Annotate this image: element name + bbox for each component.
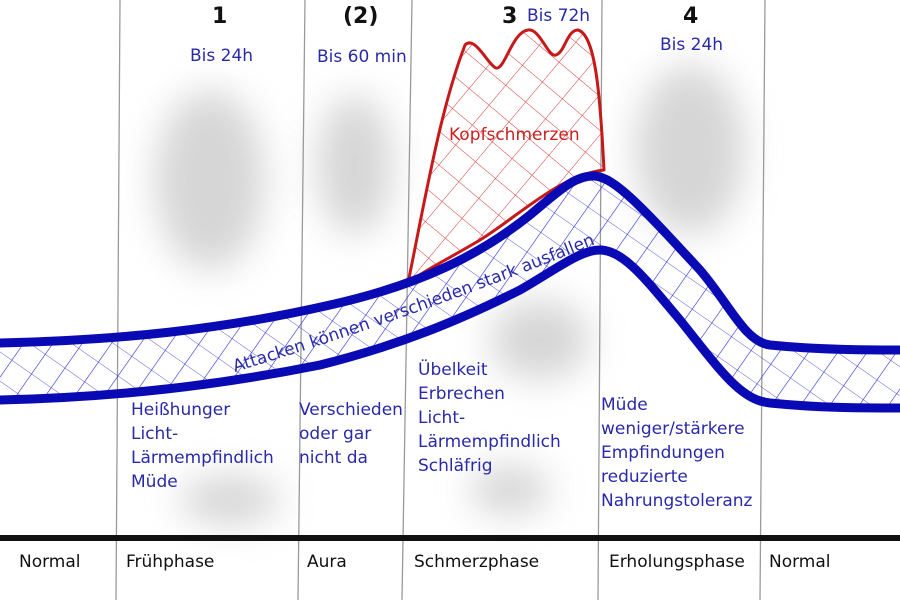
symptom-line: oder gar bbox=[299, 424, 372, 444]
symptom-line: Licht- bbox=[418, 408, 466, 428]
symptom-line: reduzierte bbox=[601, 467, 688, 487]
band-upper-edge bbox=[0, 171, 900, 355]
symptom-line: Heißhunger bbox=[131, 400, 231, 420]
phase-number-2: (2) bbox=[343, 4, 379, 29]
background-blobs bbox=[155, 65, 745, 525]
symptom-line: Lärmempfindlich bbox=[418, 432, 561, 452]
symptom-line: Müde bbox=[131, 472, 178, 492]
symptoms-phase-2: Verschieden oder gar nicht da bbox=[299, 398, 403, 470]
symptom-line: Erbrechen bbox=[418, 384, 505, 404]
symptom-line: Müde bbox=[601, 395, 648, 415]
phase-name-normal-end: Normal bbox=[769, 552, 831, 572]
headache-label: Kopfschmerzen bbox=[449, 125, 580, 145]
phase-duration-1: Bis 24h bbox=[190, 46, 254, 66]
symptoms-phase-3: Übelkeit Erbrechen Licht- Lärmempfindlic… bbox=[418, 358, 561, 478]
phase-duration-3: Bis 72h bbox=[527, 6, 591, 26]
phase-duration-4: Bis 24h bbox=[660, 35, 724, 55]
phase-name-fruehphase: Frühphase bbox=[126, 552, 215, 572]
phase-name-erholungsphase: Erholungsphase bbox=[609, 552, 745, 572]
symptom-line: Lärmempfindlich bbox=[131, 448, 274, 468]
symptom-line: weniger/stärkere bbox=[601, 419, 745, 439]
phase-name-schmerzphase: Schmerzphase bbox=[414, 552, 540, 572]
symptom-line: Verschieden bbox=[299, 400, 403, 420]
symptom-line: nicht da bbox=[299, 448, 368, 468]
intensity-band bbox=[0, 175, 900, 408]
headache-area bbox=[406, 28, 606, 285]
band-lower-edge bbox=[0, 245, 900, 413]
phase-number-3: 3 bbox=[502, 4, 518, 29]
symptom-line: Empfindungen bbox=[601, 443, 725, 463]
symptoms-phase-1: Heißhunger Licht- Lärmempfindlich Müde bbox=[131, 398, 274, 494]
phase-name-normal-start: Normal bbox=[19, 552, 81, 572]
symptom-line: Schläfrig bbox=[418, 456, 493, 476]
symptom-line: Übelkeit bbox=[418, 360, 488, 380]
phase-duration-2: Bis 60 min bbox=[317, 47, 407, 67]
phase-number-1: 1 bbox=[212, 4, 228, 29]
symptoms-phase-4: Müde weniger/stärkere Empfindungen reduz… bbox=[601, 393, 752, 513]
symptom-line: Nahrungstoleranz bbox=[601, 491, 753, 511]
symptom-line: Licht- bbox=[131, 424, 179, 444]
phase-number-4: 4 bbox=[683, 4, 699, 29]
phase-name-aura: Aura bbox=[307, 552, 347, 572]
